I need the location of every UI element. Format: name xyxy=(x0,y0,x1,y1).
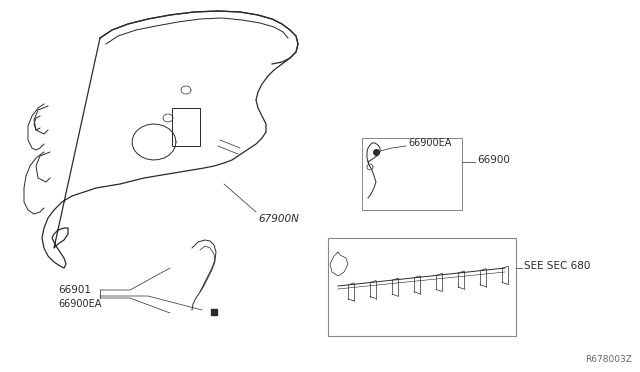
Bar xyxy=(328,238,516,336)
Text: 66900: 66900 xyxy=(477,155,510,165)
Text: R678003Z: R678003Z xyxy=(585,355,632,364)
Text: 66900EA: 66900EA xyxy=(408,138,451,148)
Bar xyxy=(172,108,200,146)
Text: 66901: 66901 xyxy=(58,285,91,295)
Text: SEE SEC 680: SEE SEC 680 xyxy=(524,261,590,271)
Text: 67900N: 67900N xyxy=(258,214,299,224)
Text: 66900EA: 66900EA xyxy=(58,299,101,309)
Bar xyxy=(362,138,462,210)
